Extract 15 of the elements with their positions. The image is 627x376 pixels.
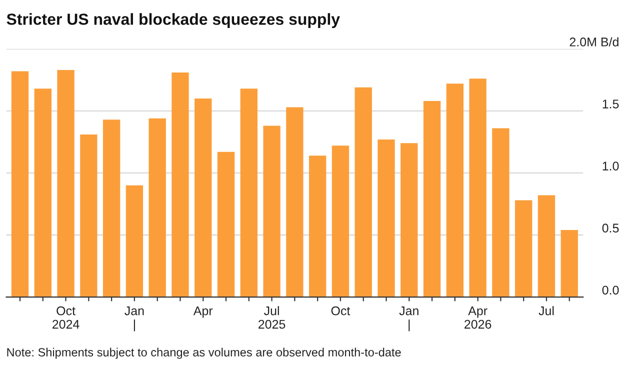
- x-tick-label: Apr 2026: [464, 306, 492, 329]
- y-tick-label: 1.0: [602, 162, 619, 170]
- text: Note: Shipments subject to change as volumes are observed month-to-date: [7, 348, 401, 359]
- chart-title: Stricter US naval blockade squeezes supply: [6, 13, 340, 28]
- x-tick-label: Jul 2025: [258, 306, 286, 329]
- y-tick-label: 0.0: [602, 286, 619, 295]
- x-tick-label: Oct 2024: [52, 306, 80, 329]
- y-tick-label: 2.0M B/d: [570, 37, 618, 46]
- x-tick-label: Jan |: [399, 306, 418, 332]
- y-tick-label: 0.5: [602, 224, 619, 233]
- y-tick-label: 1.5: [602, 100, 619, 108]
- x-tick-label: Oct: [331, 306, 350, 316]
- x-tick-label: Apr: [193, 306, 213, 318]
- x-tick-label: Jul: [538, 306, 554, 316]
- x-tick-label: Jan |: [124, 306, 144, 332]
